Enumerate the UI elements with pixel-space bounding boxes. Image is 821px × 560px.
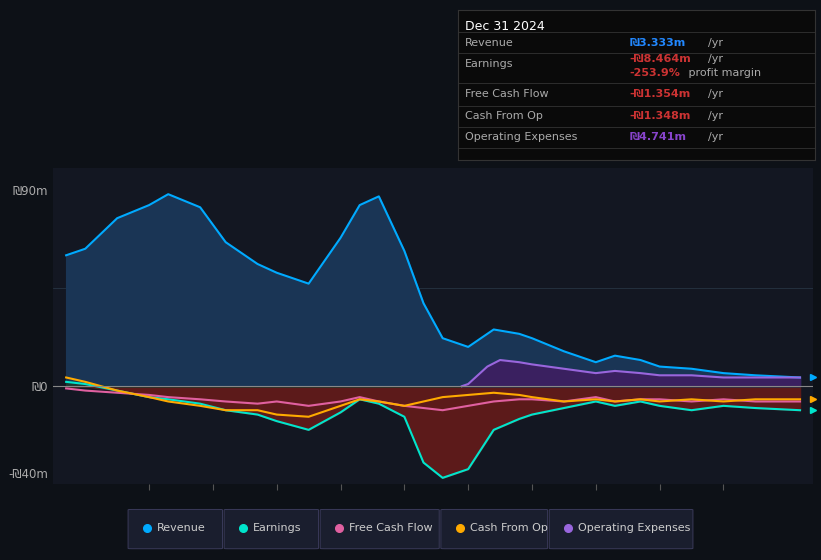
- FancyBboxPatch shape: [320, 510, 439, 549]
- Text: Operating Expenses: Operating Expenses: [578, 523, 690, 533]
- Text: ₪4.741m: ₪4.741m: [630, 132, 686, 142]
- Text: Revenue: Revenue: [466, 38, 514, 48]
- Text: -253.9%: -253.9%: [630, 68, 681, 78]
- Text: -₪1.354m: -₪1.354m: [630, 89, 690, 99]
- FancyBboxPatch shape: [549, 510, 693, 549]
- Text: Cash From Op: Cash From Op: [470, 523, 548, 533]
- Text: Earnings: Earnings: [253, 523, 301, 533]
- FancyBboxPatch shape: [441, 510, 548, 549]
- Text: ₪3.333m: ₪3.333m: [630, 38, 686, 48]
- Text: Free Cash Flow: Free Cash Flow: [349, 523, 433, 533]
- Text: Earnings: Earnings: [466, 59, 514, 69]
- Text: Revenue: Revenue: [157, 523, 205, 533]
- Text: /yr: /yr: [709, 111, 723, 121]
- Text: /yr: /yr: [709, 54, 723, 64]
- Text: profit margin: profit margin: [685, 68, 761, 78]
- FancyBboxPatch shape: [128, 510, 222, 549]
- Text: Dec 31 2024: Dec 31 2024: [466, 20, 545, 33]
- FancyBboxPatch shape: [224, 510, 319, 549]
- Text: Cash From Op: Cash From Op: [466, 111, 544, 121]
- Text: /yr: /yr: [709, 38, 723, 48]
- Text: /yr: /yr: [709, 132, 723, 142]
- Text: -₪8.464m: -₪8.464m: [630, 54, 691, 64]
- Text: Free Cash Flow: Free Cash Flow: [466, 89, 549, 99]
- Text: -₪1.348m: -₪1.348m: [630, 111, 691, 121]
- Text: Operating Expenses: Operating Expenses: [466, 132, 578, 142]
- Text: /yr: /yr: [709, 89, 723, 99]
